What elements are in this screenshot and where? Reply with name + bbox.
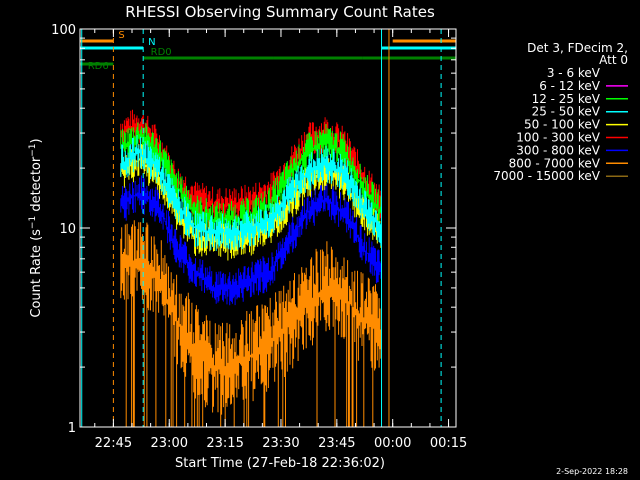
- y-label-sup1: −1: [28, 216, 38, 229]
- chart-title: RHESSI Observing Summary Count Rates: [125, 3, 435, 21]
- legend-entry-label: 50 - 100 keV: [524, 118, 601, 132]
- x-tick-label: 00:00: [374, 436, 411, 451]
- footer-date: 2-Sep-2022 18:28: [556, 467, 628, 476]
- series-trace: [120, 175, 382, 306]
- x-tick-label: 23:15: [206, 436, 243, 451]
- state-bar-label: N: [148, 37, 155, 48]
- state-bar-label: S: [118, 30, 124, 41]
- y-axis-label: Count Rate (s−1 detector−1): [28, 138, 44, 317]
- y-label-mid: detector: [29, 156, 44, 216]
- y-tick-label: 10: [59, 222, 76, 237]
- data-layer: [120, 109, 382, 427]
- state-bar-label: RD0: [151, 47, 172, 58]
- x-tick-label: 22:45: [95, 436, 132, 451]
- legend-entry-label: 12 - 25 keV: [532, 92, 601, 106]
- legend-header-line2: Att 0: [599, 53, 628, 67]
- x-tick-label: 23:00: [151, 436, 188, 451]
- legend-header-line1: Det 3, FDecim 2,: [527, 41, 628, 55]
- x-tick-label: 23:45: [318, 436, 355, 451]
- state-bar-label: RD6: [88, 61, 109, 72]
- legend-entry-label: 100 - 300 keV: [516, 131, 600, 145]
- x-tick-label: 00:15: [430, 436, 467, 451]
- y-label-sup2: −1: [28, 143, 38, 156]
- legend-entry-label: 800 - 7000 keV: [509, 156, 601, 170]
- x-axis-label: Start Time (27-Feb-18 22:36:02): [175, 456, 385, 471]
- y-tick-label: 1: [68, 421, 76, 436]
- x-tick-label: 23:30: [262, 436, 299, 451]
- legend-entry-label: 3 - 6 keV: [547, 66, 601, 80]
- legend-entry-label: 6 - 12 keV: [539, 79, 601, 93]
- y-tick-label: 100: [51, 23, 76, 38]
- y-label-end: ): [29, 138, 44, 143]
- legend-entry-label: 300 - 800 keV: [516, 143, 600, 157]
- vertical-markers: [81, 29, 442, 427]
- series-trace: [120, 220, 382, 427]
- legend-entry-label: 7000 - 15000 keV: [493, 169, 600, 183]
- axes: 22:45 23:00 23:15 23:30 23:45 00:00 00:15 1 10 10…: [51, 23, 467, 451]
- series-trace: [120, 135, 382, 251]
- legend-entry-label: 25 - 50 keV: [532, 105, 601, 119]
- y-label-main: Count Rate (s: [29, 229, 44, 318]
